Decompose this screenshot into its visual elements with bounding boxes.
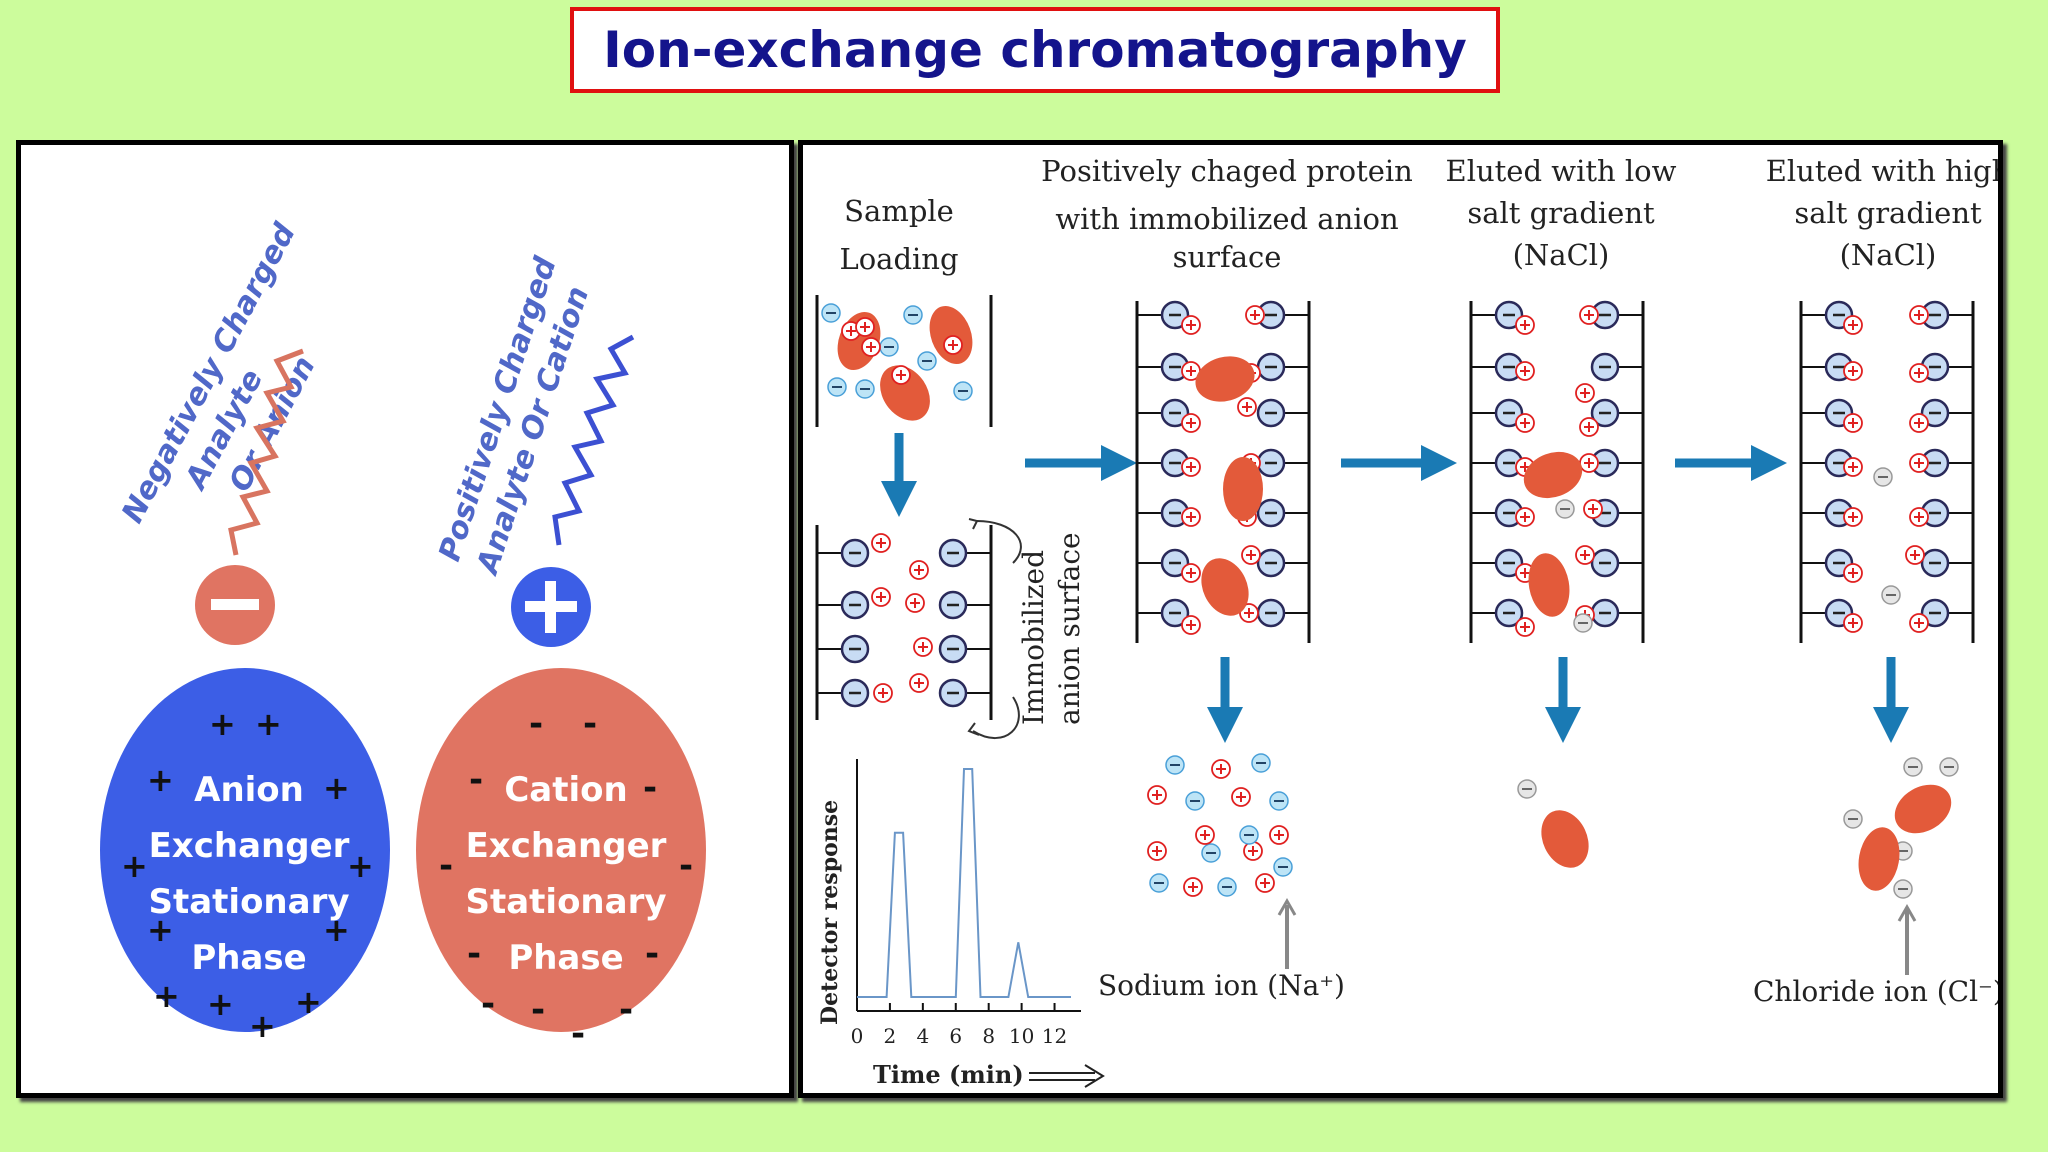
detector-chart: Detector response Time (min) 0 2 4 6 8 10 12 bbox=[817, 759, 1105, 1089]
svg-text:-: - bbox=[467, 934, 481, 974]
negative-analyte-label: Negatively Charged Analyte Or Anion bbox=[115, 217, 322, 529]
protein bbox=[1528, 553, 1570, 617]
left-panel: Negatively Charged Analyte Or Anion Posi… bbox=[16, 140, 794, 1098]
dynamic-shapes bbox=[815, 295, 1975, 975]
pointer-head bbox=[1277, 897, 1297, 916]
svg-text:+: + bbox=[209, 705, 236, 743]
anion-exchanger bbox=[100, 668, 390, 1032]
svg-text:+: + bbox=[249, 1007, 276, 1045]
page-title: Ion-exchange chromatography bbox=[603, 21, 1467, 79]
svg-text:Eluted with high: Eluted with high bbox=[1766, 154, 1998, 188]
protein bbox=[1223, 457, 1263, 521]
title-box: Ion-exchange chromatography bbox=[570, 7, 1500, 93]
cation-exchanger bbox=[416, 668, 706, 1032]
step-high-salt-title: Eluted with high salt gradient (NaCl) bbox=[1766, 154, 1998, 272]
x-tick-label: 0 bbox=[851, 1024, 864, 1048]
svg-text:Phase: Phase bbox=[508, 938, 623, 978]
svg-text:+: + bbox=[207, 985, 234, 1023]
svg-text:-: - bbox=[679, 846, 693, 886]
step-low-salt-title: Eluted with low salt gradient (NaCl) bbox=[1446, 154, 1677, 272]
svg-text:salt gradient: salt gradient bbox=[1794, 196, 1982, 230]
x-tick-label: 2 bbox=[884, 1024, 897, 1048]
x-tick-label: 4 bbox=[916, 1024, 929, 1048]
detector-trace bbox=[857, 768, 1071, 998]
svg-text:(NaCl): (NaCl) bbox=[1513, 238, 1610, 272]
positive-analyte-label: Positively Charged Analyte Or Cation bbox=[432, 252, 596, 579]
svg-text:+: + bbox=[295, 983, 322, 1021]
svg-text:+: + bbox=[347, 847, 374, 885]
svg-text:-: - bbox=[531, 990, 545, 1030]
svg-text:+: + bbox=[147, 911, 174, 949]
anion-plus-charges: + + + + + + + + + + ++ bbox=[121, 705, 374, 1045]
chromatography-process: Sample Loading Positively chaged protein… bbox=[815, 154, 1998, 1089]
protein bbox=[1858, 827, 1900, 891]
chart-xlabel: Time (min) bbox=[873, 1060, 1024, 1089]
protein bbox=[1201, 558, 1249, 616]
svg-text:-: - bbox=[481, 984, 495, 1024]
chart-xlabel-arrow bbox=[1029, 1064, 1105, 1088]
curved-arrow bbox=[972, 696, 1020, 739]
svg-text:+: + bbox=[323, 911, 350, 949]
svg-text:salt gradient: salt gradient bbox=[1467, 196, 1655, 230]
svg-text:Phase: Phase bbox=[191, 938, 306, 978]
svg-text:+: + bbox=[323, 769, 350, 807]
curved-arrow-head bbox=[967, 722, 980, 736]
svg-text:Stationary: Stationary bbox=[465, 882, 666, 922]
right-panel: Sample Loading Positively chaged protein… bbox=[798, 140, 2003, 1098]
immobilized-surface-label: Immobilized anion surface bbox=[1017, 532, 1086, 725]
pointer-head bbox=[1897, 903, 1917, 922]
svg-text:Exchanger: Exchanger bbox=[466, 826, 667, 866]
svg-text:-: - bbox=[645, 934, 659, 974]
anion-exchanger-label: Anion Exchanger Stationary Phase bbox=[148, 770, 349, 978]
protein bbox=[1195, 356, 1255, 402]
svg-text:Stationary: Stationary bbox=[148, 882, 349, 922]
x-tick-label: 10 bbox=[1009, 1024, 1034, 1048]
svg-text:-: - bbox=[439, 846, 453, 886]
svg-text:+: + bbox=[121, 847, 148, 885]
protein bbox=[1541, 810, 1589, 868]
svg-text:Positively chaged protein: Positively chaged protein bbox=[1041, 154, 1413, 188]
protein bbox=[1894, 784, 1952, 834]
svg-text:-: - bbox=[643, 768, 657, 808]
svg-text:+: + bbox=[153, 977, 180, 1015]
svg-text:-: - bbox=[571, 1014, 585, 1054]
cation-minus-charges: -- -- -- -- - - -- bbox=[439, 704, 693, 1054]
curved-arrow-head bbox=[968, 518, 979, 530]
negative-analyte-chain bbox=[228, 348, 304, 556]
svg-text:Loading: Loading bbox=[839, 242, 958, 276]
svg-text:+: + bbox=[255, 705, 282, 743]
chart-ylabel: Detector response bbox=[817, 800, 843, 1025]
svg-text:Cation: Cation bbox=[504, 770, 627, 810]
svg-text:Sample: Sample bbox=[844, 194, 954, 228]
svg-text:-: - bbox=[583, 704, 597, 744]
svg-text:surface: surface bbox=[1173, 240, 1282, 274]
sodium-ion-label: Sodium ion (Na⁺) bbox=[1098, 969, 1345, 1002]
svg-text:-: - bbox=[469, 760, 483, 800]
x-tick-label: 8 bbox=[982, 1024, 995, 1048]
cation-exchanger-label: Cation Exchanger Stationary Phase bbox=[465, 770, 666, 978]
svg-text:Immobilized: Immobilized bbox=[1017, 550, 1050, 725]
svg-text:+: + bbox=[147, 761, 174, 799]
svg-text:Exchanger: Exchanger bbox=[149, 826, 350, 866]
step-binding-title: Positively chaged protein with immobiliz… bbox=[1041, 154, 1413, 274]
svg-text:(NaCl): (NaCl) bbox=[1840, 238, 1937, 272]
curved-arrow bbox=[976, 520, 1022, 564]
x-tick-label: 6 bbox=[949, 1024, 962, 1048]
svg-text:-: - bbox=[529, 704, 543, 744]
positive-analyte-chain bbox=[552, 334, 635, 546]
step-sample-loading-title: Sample Loading bbox=[839, 194, 958, 276]
svg-text:anion surface: anion surface bbox=[1053, 532, 1086, 725]
exchanger-diagram: Negatively Charged Analyte Or Anion Posi… bbox=[100, 217, 706, 1054]
svg-text:-: - bbox=[619, 990, 633, 1030]
svg-text:Anion: Anion bbox=[194, 770, 304, 810]
chloride-ion-label: Chloride ion (Cl⁻) bbox=[1753, 975, 1998, 1008]
protein bbox=[1523, 451, 1583, 499]
svg-text:Eluted with low: Eluted with low bbox=[1446, 154, 1677, 188]
x-tick-label: 12 bbox=[1042, 1024, 1067, 1048]
svg-text:with immobilized anion: with immobilized anion bbox=[1055, 202, 1398, 236]
